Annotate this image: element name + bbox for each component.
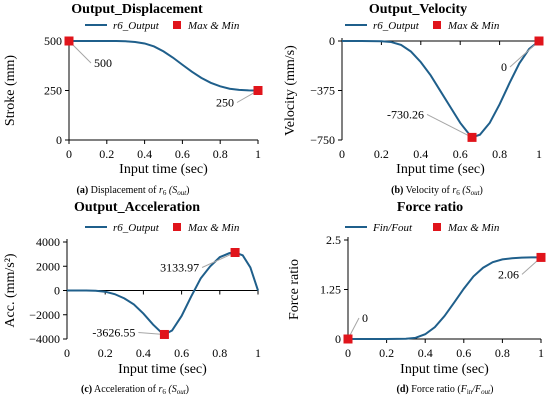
series-line [69, 40, 259, 92]
max-min-marker [230, 248, 240, 258]
data-label: 0 [501, 60, 507, 74]
max-min-marker [159, 329, 169, 339]
x-tick-label: 0.8 [492, 147, 507, 161]
chart-title: Force ratio [397, 200, 463, 215]
y-tick-label: 2.5 [326, 233, 341, 247]
data-label: 500 [94, 56, 112, 70]
legend-label: r6_Output [113, 222, 160, 234]
y-tick-label: 1.25 [320, 283, 341, 297]
x-tick-label: 0.6 [175, 147, 190, 161]
legend-marker-swatch [173, 21, 181, 29]
y-axis-label: Stroke (mm) [3, 55, 18, 126]
y-axis-label: Velocity (mm/s) [283, 45, 298, 136]
y-tick-label: 0 [329, 34, 335, 48]
legend: r6_Output Max & Min [85, 20, 240, 32]
legend-marker-swatch [173, 223, 181, 231]
max-min-marker [534, 36, 544, 46]
legend-marker-swatch [433, 21, 441, 29]
x-tick-label: 0.2 [99, 147, 114, 161]
x-tick-label: 0.6 [456, 346, 471, 360]
y-tick-label: −4000 [29, 332, 60, 346]
x-tick-label: 0.4 [413, 147, 428, 161]
legend-label: Max & Min [447, 20, 500, 32]
x-axis-label: Input time (sec) [119, 162, 208, 177]
x-axis-label: Input time (sec) [118, 362, 207, 377]
data-label: 3133.97 [160, 261, 199, 275]
y-tick-label: −750 [310, 133, 335, 147]
legend-label: Fin/Fout [372, 222, 413, 234]
y-tick-label: 4000 [36, 235, 60, 249]
x-tick-label: 0.4 [136, 346, 151, 360]
figure-caption: (c) Acceleration of r6 (Sout) [81, 384, 189, 396]
data-label: 2.06 [498, 267, 519, 281]
x-tick-label: 0.4 [137, 147, 152, 161]
legend-label: r6_Output [113, 20, 160, 32]
chart-title: Output_Displacement [71, 2, 203, 17]
x-tick-label: 1 [538, 346, 544, 360]
x-axis-label: Input time (sec) [396, 162, 485, 177]
x-tick-label: 0.8 [212, 346, 227, 360]
x-tick-label: 1 [255, 147, 261, 161]
x-tick-label: 0.6 [174, 346, 189, 360]
chart-panel: Force ratio Fin/Fout Max & Min 0 1.25 2.5 0 0.2… [287, 200, 546, 396]
max-min-marker [343, 334, 353, 344]
chart-title: Output_Acceleration [74, 200, 200, 215]
legend-label: r6_Output [373, 20, 420, 32]
y-tick-label: 0 [56, 133, 62, 147]
x-axis-label: Input time (sec) [400, 362, 489, 377]
x-tick-label: 1 [536, 147, 542, 161]
x-tick-label: 0.2 [374, 147, 389, 161]
legend-label: Max & Min [447, 222, 500, 234]
y-tick-label: 250 [44, 84, 62, 98]
max-min-marker [253, 86, 263, 95]
x-tick-label: 0 [66, 147, 72, 161]
leader-line [201, 252, 236, 268]
chart-panel: Output_Acceleration r6_Output Max & Min −40… [3, 200, 261, 396]
chart-panel: Output_Displacement r6_Output Max & Min 0 25… [3, 2, 263, 197]
chart-title: Output_Velocity [369, 2, 467, 17]
x-tick-label: 0.2 [379, 346, 394, 360]
data-label: -3626.55 [92, 325, 135, 339]
legend-label: Max & Min [187, 222, 240, 234]
series-line [342, 40, 540, 139]
leader-line [426, 113, 473, 138]
x-tick-label: 0.8 [495, 346, 510, 360]
y-tick-label: 0 [335, 332, 341, 346]
max-min-marker [467, 132, 477, 142]
y-tick-label: −2000 [29, 308, 60, 322]
data-label: 0 [362, 311, 368, 325]
legend-marker-swatch [433, 223, 441, 231]
max-min-marker [536, 252, 546, 262]
y-tick-label: −375 [310, 84, 335, 98]
legend: r6_Output Max & Min [85, 222, 240, 234]
legend: Fin/Fout Max & Min [345, 222, 500, 234]
x-tick-label: 0 [345, 346, 351, 360]
x-tick-label: 0 [339, 147, 345, 161]
series-line [348, 256, 541, 340]
y-axis-label: Acc. (mm/s²) [3, 253, 18, 328]
x-tick-label: 0.8 [213, 147, 228, 161]
chart-panel: Output_Velocity r6_Output Max & Min −750 −37… [283, 2, 544, 197]
leader-line [509, 40, 540, 68]
data-label: 250 [216, 96, 234, 110]
y-axis-label: Force ratio [287, 259, 302, 320]
data-label: -730.26 [387, 107, 424, 121]
figure-caption: (a) Displacement of r6 (Sout) [76, 185, 189, 197]
y-tick-label: 0 [54, 284, 60, 298]
figure-caption: (d) Force ratio (Fin/Fout) [397, 384, 494, 396]
y-tick-label: 500 [44, 34, 62, 48]
x-tick-label: 0.4 [418, 346, 433, 360]
x-tick-label: 1 [255, 346, 261, 360]
figure-caption: (b) Velocity of r6 (Sout) [391, 185, 483, 197]
legend-label: Max & Min [187, 20, 240, 32]
x-tick-label: 0.6 [453, 147, 468, 161]
max-min-marker [64, 36, 74, 46]
x-tick-label: 0.2 [98, 346, 113, 360]
y-tick-label: 2000 [36, 259, 60, 273]
x-tick-label: 0 [64, 346, 70, 360]
legend: r6_Output Max & Min [345, 20, 500, 32]
